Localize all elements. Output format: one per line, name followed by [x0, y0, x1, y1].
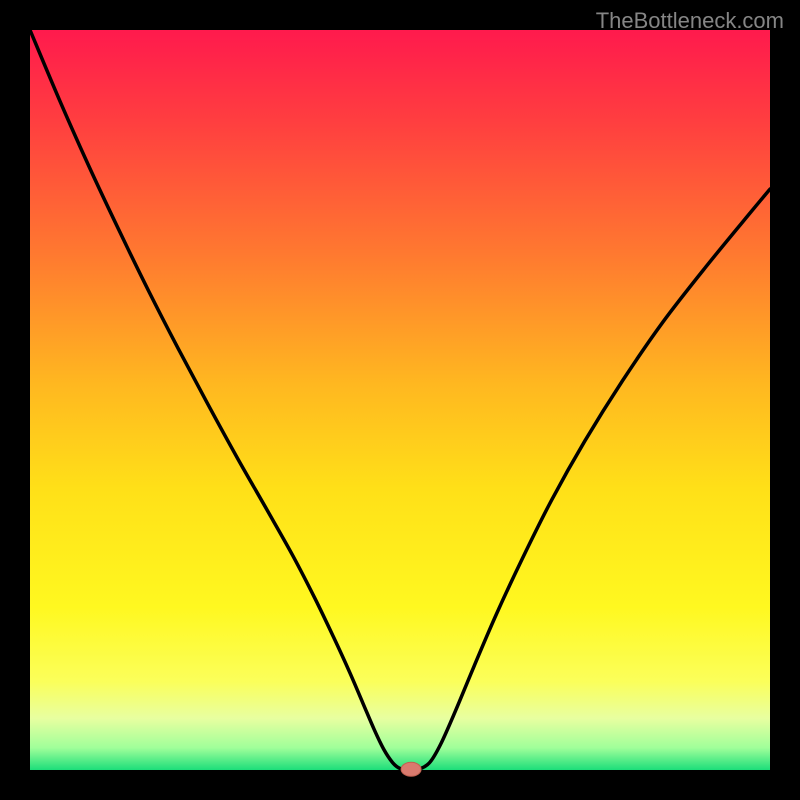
- bottleneck-chart: [0, 0, 800, 800]
- watermark-text: TheBottleneck.com: [596, 8, 784, 34]
- chart-container: TheBottleneck.com: [0, 0, 800, 800]
